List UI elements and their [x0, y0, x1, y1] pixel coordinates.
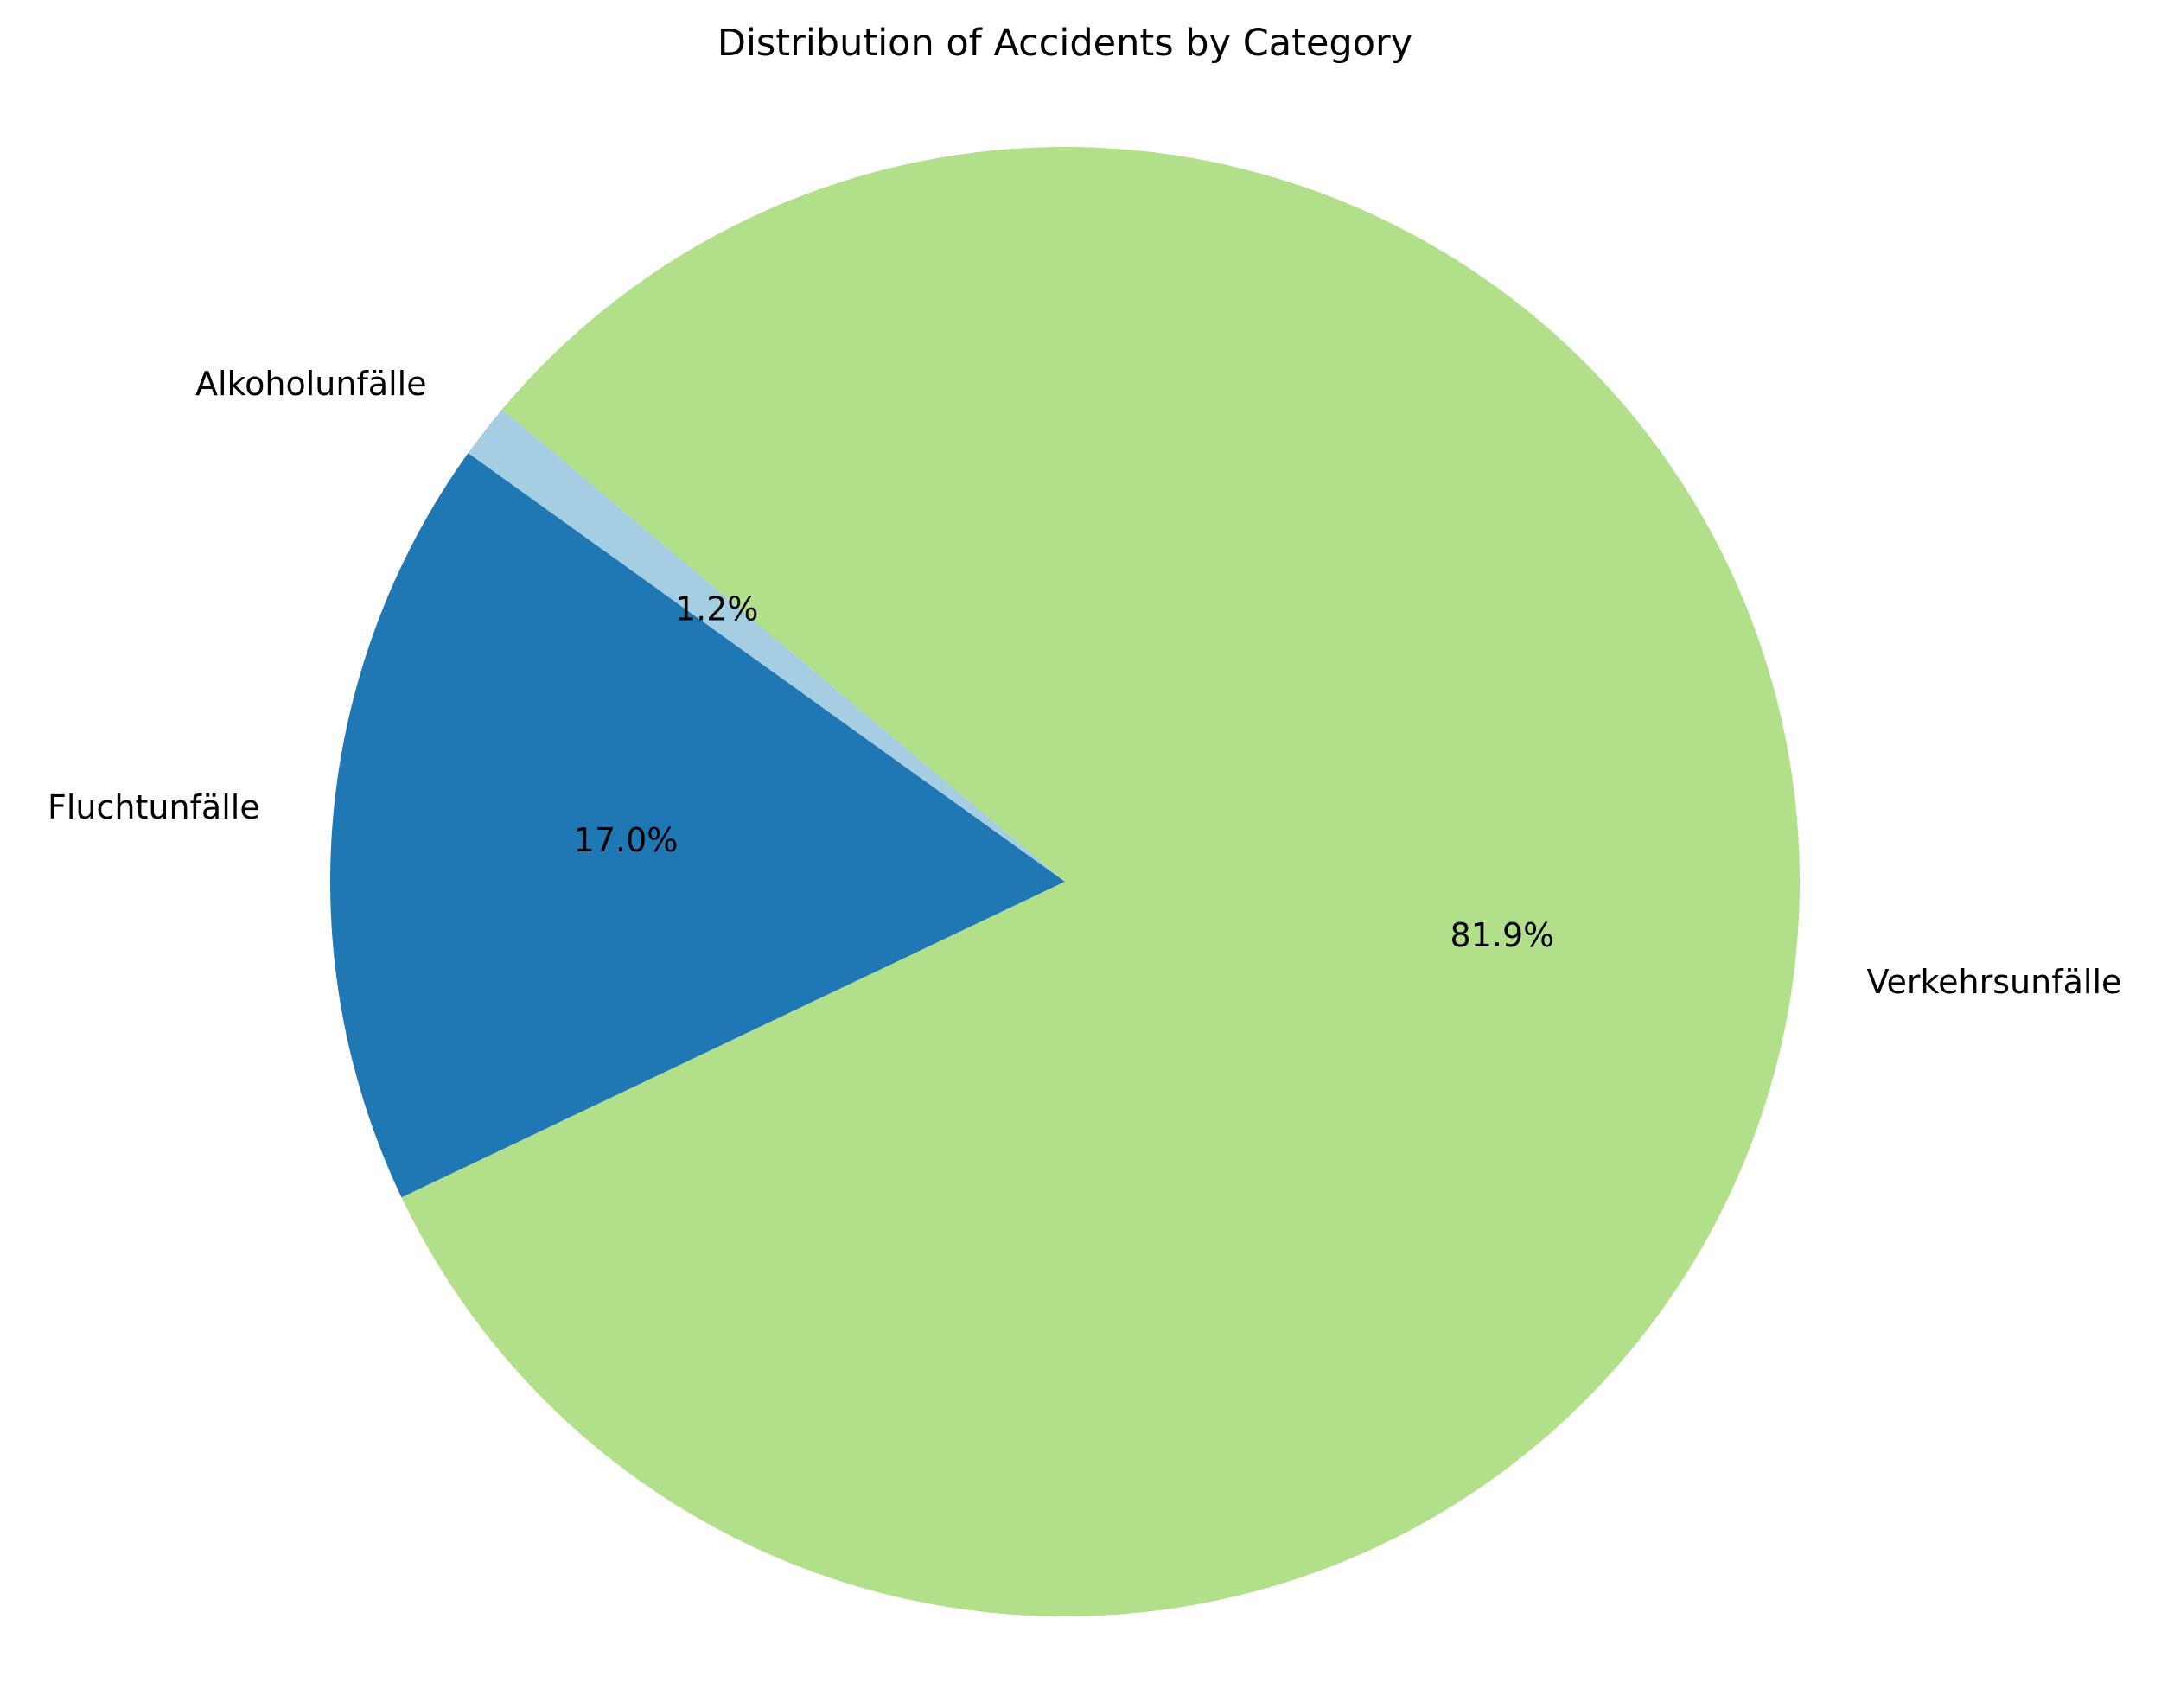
- slice-label-fluchtunfälle: Fluchtunfälle: [48, 788, 260, 826]
- slice-label-alkoholunfälle: Alkoholunfälle: [195, 365, 427, 403]
- slice-label-verkehrsunfälle: Verkehrsunfälle: [1866, 963, 2121, 1001]
- pie-slices: [330, 146, 1800, 1617]
- pie-slice-fluchtunfälle: [330, 453, 1065, 1198]
- slice-percent-fluchtunfälle: 17.0%: [574, 821, 679, 859]
- slice-percent-verkehrsunfälle: 81.9%: [1450, 916, 1555, 954]
- pie-slice-verkehrsunfälle: [401, 146, 1800, 1617]
- pie-labels: Alkoholunfälle 1.2% Fluchtunfälle 17.0% Verk…: [48, 365, 2121, 1001]
- pie-slice-alkoholunfälle: [468, 409, 1065, 883]
- chart-title: Distribution of Accidents by Category: [717, 22, 1412, 65]
- slice-percent-alkoholunfälle: 1.2%: [675, 590, 759, 628]
